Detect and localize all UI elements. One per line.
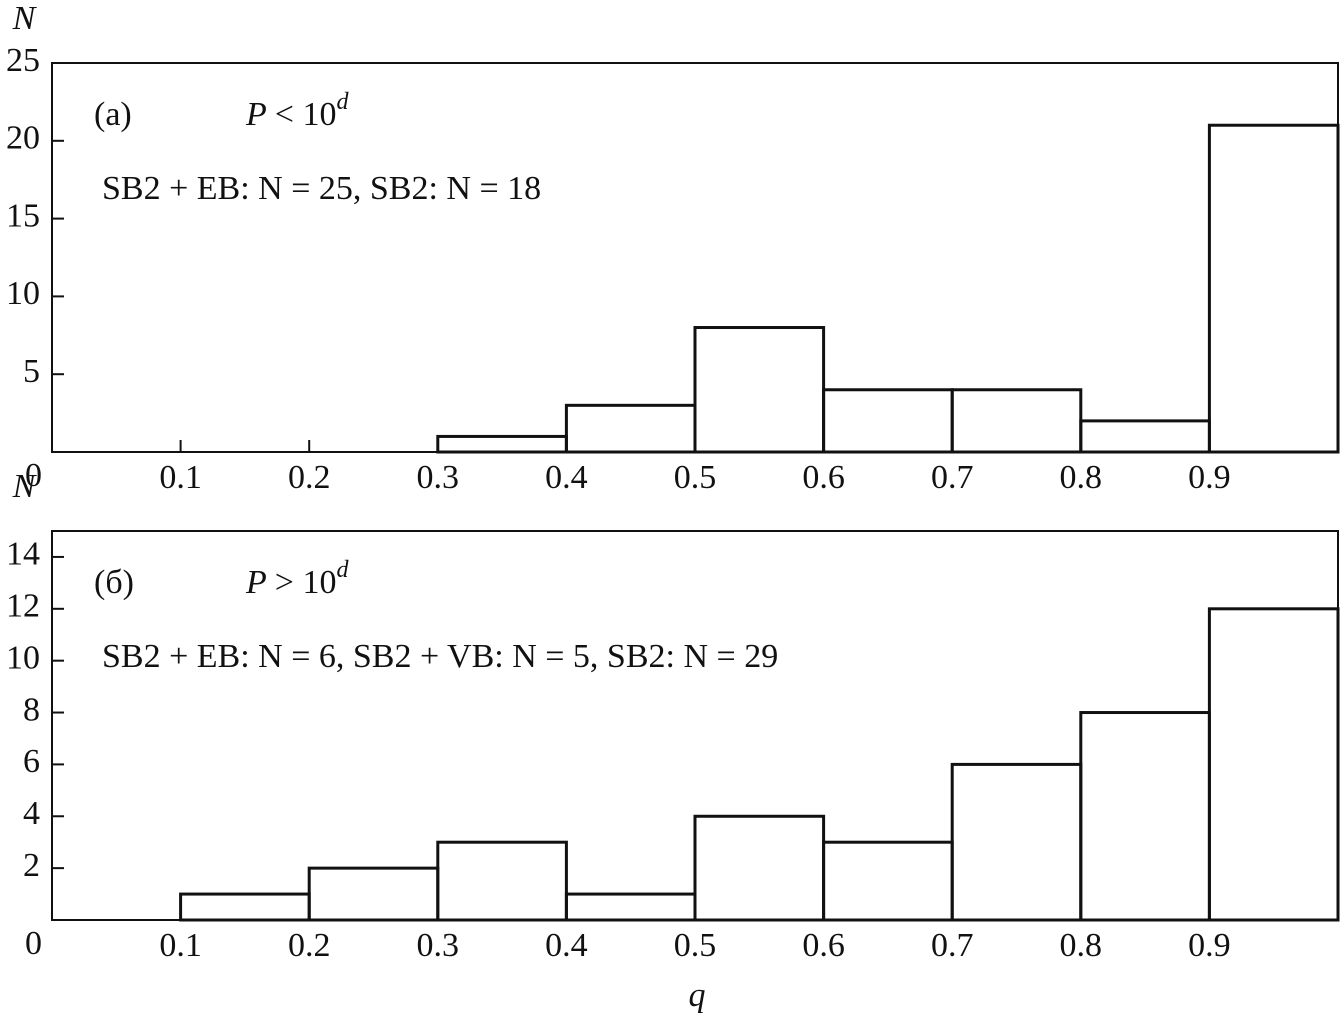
bar bbox=[307, 866, 440, 922]
y-tick-label: 2 bbox=[23, 847, 40, 884]
bar bbox=[436, 840, 568, 922]
bar bbox=[693, 326, 826, 454]
bar bbox=[1207, 607, 1340, 922]
x-tick-label: 0.2 bbox=[288, 927, 331, 964]
note: SB2 + EB: N = 25, SB2: N = 18 bbox=[102, 170, 541, 207]
bar bbox=[1079, 419, 1211, 454]
x-tick-label: 0.9 bbox=[1188, 927, 1231, 964]
y-tick-label: 15 bbox=[6, 197, 40, 234]
condition: P < 10d bbox=[245, 89, 349, 133]
y-tick-label: 10 bbox=[6, 639, 40, 676]
y-tick-label: 25 bbox=[6, 42, 40, 79]
condition-variable: P bbox=[245, 96, 267, 133]
y-tick-label: 0 bbox=[25, 457, 42, 494]
bar bbox=[179, 892, 311, 922]
y-tick-label: 6 bbox=[23, 743, 40, 780]
bar bbox=[822, 840, 954, 922]
x-tick-label: 0.3 bbox=[417, 927, 460, 964]
bar bbox=[1207, 123, 1340, 454]
x-axis-label: q bbox=[689, 977, 706, 1014]
bar bbox=[950, 762, 1083, 922]
condition-relation: < 10 bbox=[275, 96, 337, 133]
x-tick-label: 0.7 bbox=[931, 459, 974, 496]
condition: P > 10d bbox=[245, 557, 349, 601]
x-tick-label: 0.8 bbox=[1060, 927, 1103, 964]
y-tick-label: 14 bbox=[6, 536, 40, 573]
note: SB2 + EB: N = 6, SB2 + VB: N = 5, SB2: N… bbox=[102, 638, 778, 675]
x-tick-label: 0.5 bbox=[674, 459, 717, 496]
bar bbox=[564, 403, 697, 454]
x-tick-label: 0.6 bbox=[802, 927, 845, 964]
x-tick-label: 0.4 bbox=[545, 927, 588, 964]
x-tick-label: 0.1 bbox=[159, 927, 202, 964]
x-tick-label: 0.2 bbox=[288, 459, 331, 496]
condition-superscript: d bbox=[336, 557, 349, 583]
y-tick-label: 4 bbox=[23, 795, 40, 832]
condition-superscript: d bbox=[336, 89, 349, 115]
panel-label: (б) bbox=[94, 564, 134, 601]
x-tick-label: 0.5 bbox=[674, 927, 717, 964]
x-tick-label: 0.8 bbox=[1060, 459, 1103, 496]
panel-label: (a) bbox=[94, 96, 132, 133]
condition-relation: > 10 bbox=[275, 564, 337, 601]
bar bbox=[693, 814, 826, 922]
y-tick-label: 8 bbox=[23, 691, 40, 728]
y-tick-label: 5 bbox=[23, 353, 40, 390]
bar bbox=[950, 388, 1083, 454]
x-tick-label: 0.3 bbox=[417, 459, 460, 496]
y-tick-label: 20 bbox=[6, 120, 40, 157]
x-tick-label: 0.1 bbox=[159, 459, 202, 496]
x-tick-label: 0.4 bbox=[545, 459, 588, 496]
bar bbox=[1079, 711, 1211, 922]
x-tick-label: 0.9 bbox=[1188, 459, 1231, 496]
x-tick-label: 0.7 bbox=[931, 927, 974, 964]
x-tick-label: 0.6 bbox=[802, 459, 845, 496]
bar bbox=[436, 434, 568, 454]
y-axis-label: N bbox=[12, 468, 38, 505]
y-tick-label: 0 bbox=[25, 925, 42, 962]
y-tick-label: 12 bbox=[6, 588, 40, 625]
y-tick-label: 10 bbox=[6, 275, 40, 312]
condition-variable: P bbox=[245, 564, 267, 601]
bar bbox=[822, 388, 954, 454]
bar bbox=[564, 892, 697, 922]
y-axis-label: N bbox=[12, 0, 38, 37]
